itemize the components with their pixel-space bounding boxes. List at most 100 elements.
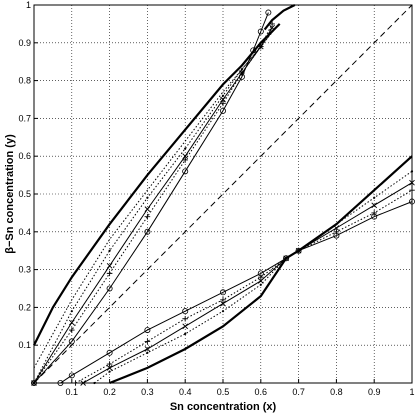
- y-tick-label: 0.5: [18, 189, 31, 199]
- data-point: [220, 100, 226, 107]
- series-line: [263, 4, 296, 31]
- data-point: [68, 319, 75, 326]
- data-point: [269, 24, 275, 31]
- data-point: [333, 229, 340, 235]
- y-tick-label: 0.1: [18, 340, 31, 350]
- data-point: [258, 274, 264, 280]
- y-axis-title: β−Sn concentration (y): [4, 134, 16, 254]
- x-tick-label: 0.3: [141, 387, 154, 397]
- series-line: [82, 182, 413, 384]
- y-tick-label: 0.3: [18, 265, 31, 275]
- data-point: [333, 232, 340, 239]
- data-point: [373, 196, 376, 199]
- data-point: [333, 225, 340, 231]
- data-point: [257, 278, 264, 284]
- data-point: [221, 94, 225, 97]
- data-point: [68, 338, 75, 345]
- x-axis-title: Sn concentration (x): [170, 401, 277, 413]
- data-point: [258, 43, 264, 50]
- grid: [34, 4, 413, 383]
- data-point: [182, 308, 189, 315]
- series-8: [33, 4, 413, 384]
- data-point: [335, 223, 338, 226]
- series-9: [109, 155, 413, 385]
- data-point: [146, 351, 149, 354]
- tick-labels: 0.1 0.2 0.3 0.4 0.5 0.6 0.7 0.8 0.9 1 0.1 0.2 0.3 0.4…: [18, 0, 414, 397]
- data-point: [182, 315, 188, 322]
- data-point: [238, 73, 245, 80]
- data-point: [257, 28, 264, 35]
- data-point: [371, 202, 378, 209]
- data-point: [219, 289, 226, 296]
- data-point: [371, 213, 378, 220]
- data-point: [219, 107, 226, 114]
- y-tick-label: 0.6: [18, 151, 31, 161]
- data-point: [69, 327, 75, 333]
- data-point: [182, 168, 189, 175]
- x-tick-label: 0.2: [103, 387, 116, 397]
- series-4: [32, 30, 274, 385]
- data-point: [106, 285, 113, 292]
- data-point: [184, 332, 187, 335]
- data-point: [283, 255, 290, 262]
- y-tick-label: 0.8: [18, 76, 31, 86]
- series-line: [33, 12, 269, 384]
- data-point: [220, 297, 226, 303]
- data-point: [68, 372, 75, 379]
- data-point: [271, 30, 274, 33]
- data-point: [221, 310, 225, 313]
- data-point: [146, 196, 149, 199]
- data-point: [184, 147, 187, 150]
- data-point: [106, 263, 113, 269]
- series-3: [33, 27, 277, 369]
- data-point: [144, 346, 151, 352]
- data-point: [257, 270, 264, 277]
- y-tick-label: 0.2: [18, 302, 31, 312]
- x-tick-label: 0.7: [292, 387, 305, 397]
- series-line: [109, 155, 413, 385]
- x-tick-label: 0.5: [217, 387, 230, 397]
- series-line: [33, 23, 273, 384]
- data-point: [220, 300, 226, 307]
- data-point: [108, 370, 111, 373]
- data-point: [182, 157, 188, 163]
- series-2: [263, 4, 296, 31]
- y-tick-label: 0.9: [18, 38, 31, 48]
- data-point: [106, 361, 113, 367]
- data-point: [371, 210, 377, 216]
- data-point: [108, 249, 111, 252]
- data-point: [240, 68, 243, 71]
- series-11: [80, 179, 415, 386]
- data-point: [106, 270, 113, 277]
- data-point: [70, 310, 73, 313]
- data-point: [144, 206, 151, 212]
- series-line: [33, 27, 277, 369]
- y-tick-label: 0.4: [18, 227, 31, 237]
- y-tick-label: 1: [26, 0, 31, 10]
- data-point: [269, 21, 275, 27]
- x-tick-label: 0.6: [255, 387, 268, 397]
- x-tick-label: 0.1: [66, 387, 79, 397]
- series-12: [72, 187, 415, 386]
- series-line: [75, 189, 413, 384]
- data-point: [265, 9, 272, 16]
- data-point: [295, 247, 302, 254]
- data-point: [182, 323, 189, 330]
- data-point: [182, 153, 189, 160]
- series-13: [57, 198, 415, 386]
- x-tick-label: 0.4: [179, 387, 192, 397]
- data-point: [144, 338, 151, 345]
- data-point: [144, 327, 151, 334]
- x-tick-label: 0.8: [330, 387, 343, 397]
- y-tick-label: 0.7: [18, 113, 31, 123]
- series-6: [31, 21, 275, 386]
- data-point: [144, 213, 151, 220]
- data-point: [106, 365, 113, 371]
- series-line: [60, 201, 413, 384]
- series-line: [33, 31, 273, 384]
- data-point: [144, 228, 151, 235]
- x-tick-label: 1: [409, 387, 414, 397]
- data-point: [106, 349, 113, 356]
- series-line: [33, 4, 413, 384]
